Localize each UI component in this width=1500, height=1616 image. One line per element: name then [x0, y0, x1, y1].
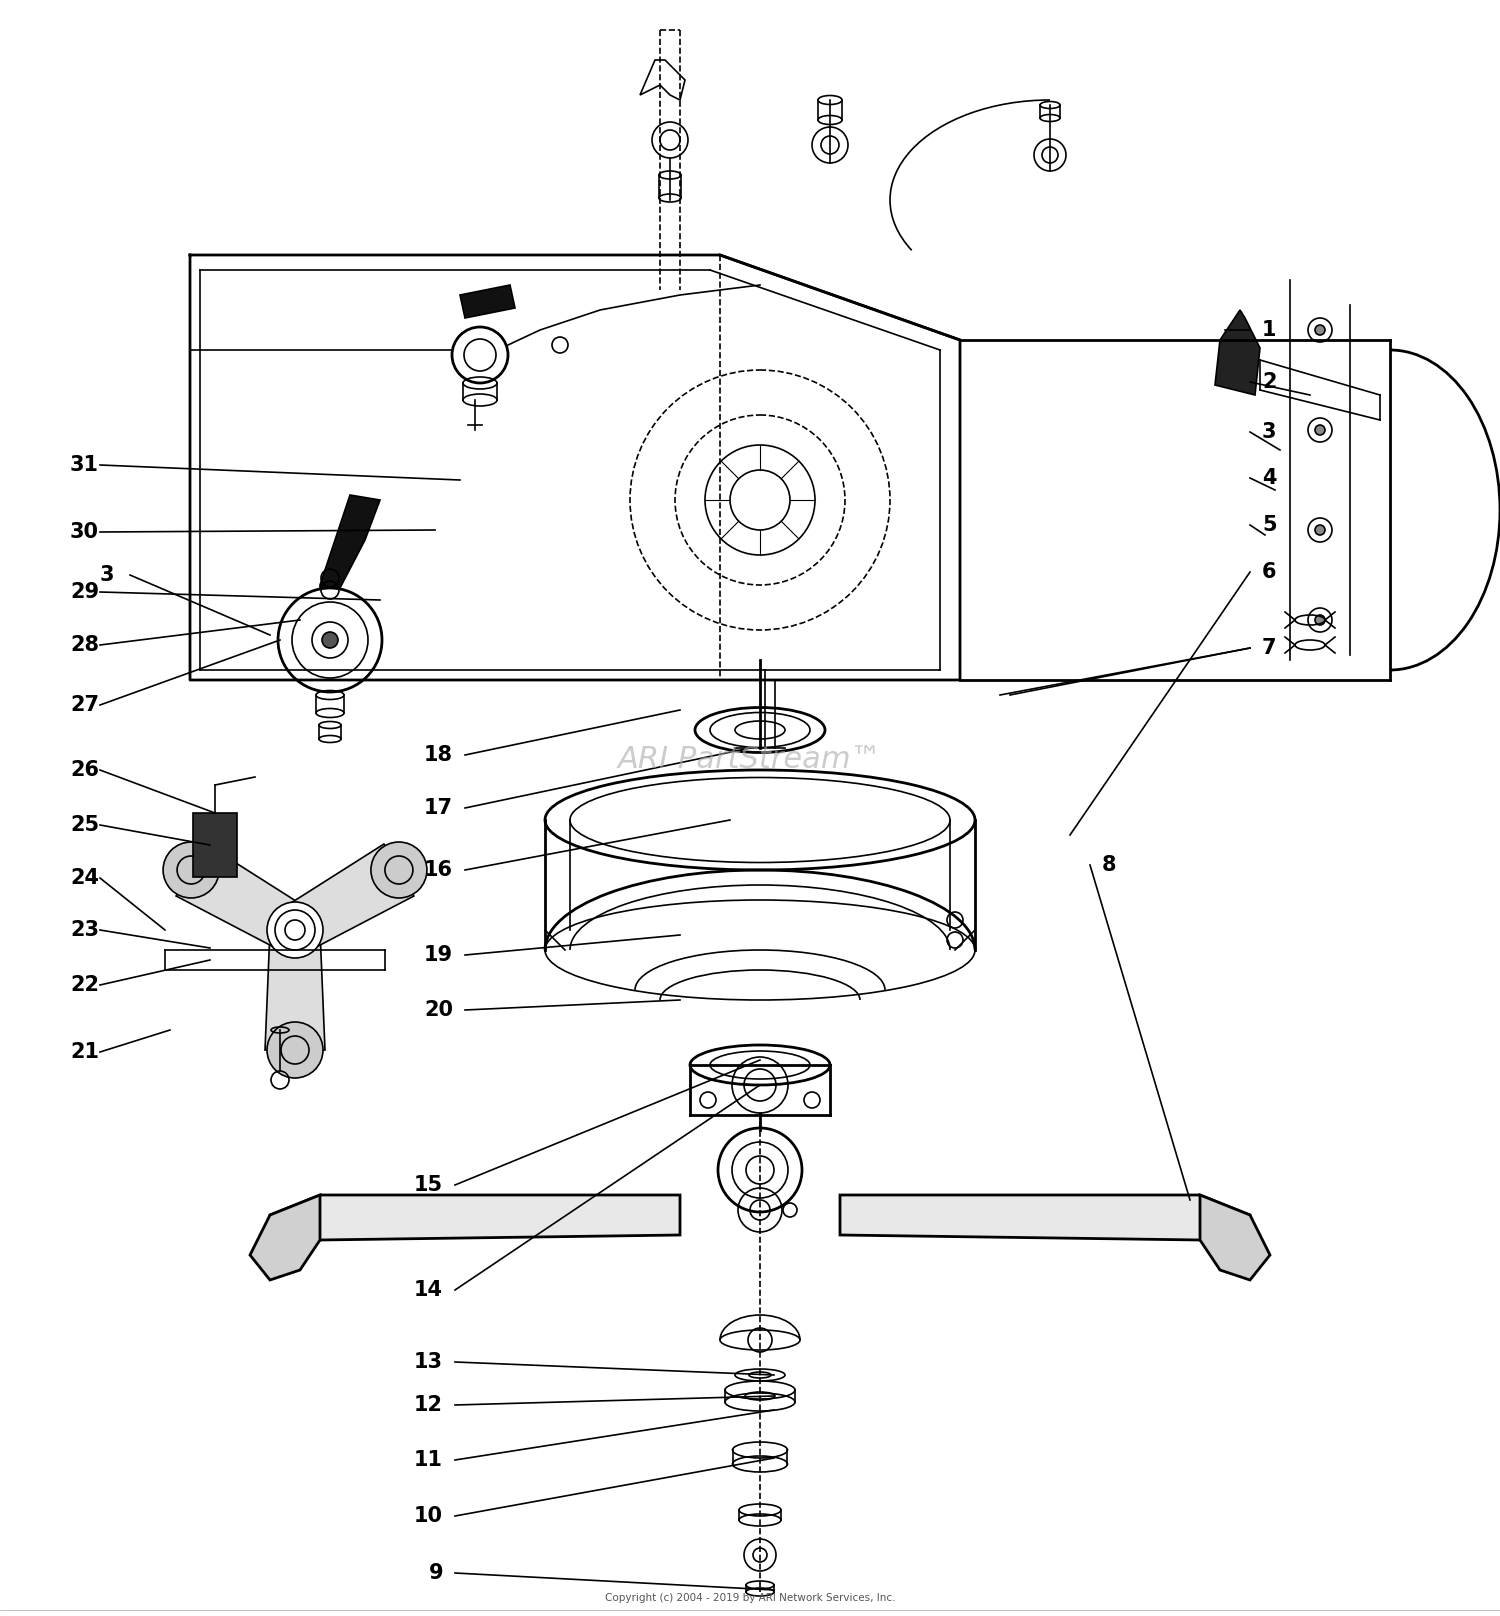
- Text: 14: 14: [414, 1280, 442, 1299]
- Text: 22: 22: [70, 974, 99, 995]
- Text: 24: 24: [70, 868, 99, 889]
- Text: 30: 30: [70, 522, 99, 541]
- Text: 16: 16: [424, 860, 453, 881]
- Text: 31: 31: [70, 456, 99, 475]
- Polygon shape: [282, 844, 414, 952]
- Text: 8: 8: [1102, 855, 1116, 874]
- Text: 12: 12: [414, 1395, 442, 1416]
- Text: 29: 29: [70, 582, 99, 603]
- Polygon shape: [840, 1194, 1250, 1244]
- Text: 23: 23: [70, 920, 99, 941]
- Text: ARI PartStream™: ARI PartStream™: [618, 745, 882, 774]
- Circle shape: [1316, 616, 1324, 625]
- Circle shape: [267, 902, 322, 958]
- Polygon shape: [460, 284, 514, 318]
- Circle shape: [1316, 525, 1324, 535]
- Text: 19: 19: [424, 945, 453, 965]
- Text: 4: 4: [1262, 469, 1276, 488]
- Text: 27: 27: [70, 695, 99, 714]
- Text: 25: 25: [70, 814, 99, 835]
- Text: 13: 13: [414, 1353, 442, 1372]
- Text: 5: 5: [1262, 516, 1276, 535]
- Text: Copyright (c) 2004 - 2019 by ARI Network Services, Inc.: Copyright (c) 2004 - 2019 by ARI Network…: [604, 1593, 896, 1603]
- Text: 28: 28: [70, 635, 99, 654]
- Circle shape: [267, 1021, 322, 1078]
- Polygon shape: [1200, 1194, 1270, 1280]
- Circle shape: [370, 842, 427, 898]
- Circle shape: [1316, 325, 1324, 335]
- Polygon shape: [270, 1194, 680, 1244]
- Text: 17: 17: [424, 798, 453, 818]
- Text: 10: 10: [414, 1506, 442, 1526]
- Text: 26: 26: [70, 760, 99, 781]
- Text: 3: 3: [100, 566, 114, 585]
- Polygon shape: [176, 844, 308, 952]
- Text: 1: 1: [1262, 320, 1276, 339]
- Circle shape: [1316, 425, 1324, 435]
- Polygon shape: [1215, 310, 1260, 394]
- Text: 21: 21: [70, 1042, 99, 1062]
- Text: 6: 6: [1262, 562, 1276, 582]
- Polygon shape: [320, 494, 380, 588]
- Text: 20: 20: [424, 1000, 453, 1020]
- Text: 18: 18: [424, 745, 453, 764]
- Polygon shape: [251, 1194, 320, 1280]
- Polygon shape: [194, 813, 237, 877]
- Polygon shape: [266, 929, 326, 1050]
- Text: 2: 2: [1262, 372, 1276, 393]
- Circle shape: [322, 632, 338, 648]
- Text: 7: 7: [1262, 638, 1276, 658]
- Circle shape: [164, 842, 219, 898]
- Text: 15: 15: [414, 1175, 442, 1194]
- Text: 11: 11: [414, 1450, 442, 1471]
- Text: 9: 9: [429, 1563, 442, 1584]
- Text: 3: 3: [1262, 422, 1276, 443]
